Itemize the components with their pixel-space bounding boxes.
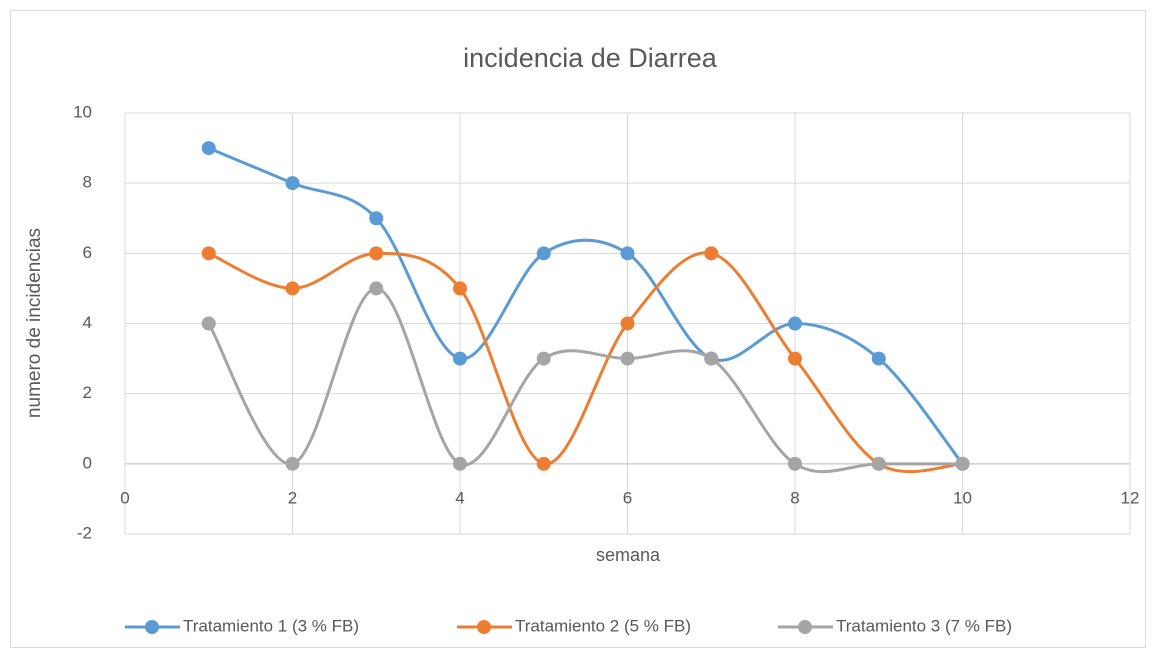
chart-border xyxy=(10,10,1146,648)
y-tick-label: 8 xyxy=(83,173,92,192)
point xyxy=(788,316,802,331)
legend-label: Tratamiento 2 (5 % FB) xyxy=(515,616,691,635)
point xyxy=(871,456,886,471)
x-tick-label: 6 xyxy=(623,488,632,507)
y-tick-label: 2 xyxy=(83,383,92,402)
point xyxy=(704,246,719,261)
y-tick-label: 4 xyxy=(83,313,92,332)
point xyxy=(201,141,216,156)
point xyxy=(788,456,802,471)
chart-title: incidencia de Diarrea xyxy=(463,43,718,73)
point xyxy=(620,246,635,261)
legend-marker xyxy=(145,620,159,634)
legend-label: Tratamiento 1 (3 % FB) xyxy=(183,616,359,635)
point xyxy=(536,246,551,261)
legend-label: Tratamiento 3 (7 % FB) xyxy=(836,616,1012,635)
x-tick-label: 12 xyxy=(1121,488,1140,507)
point xyxy=(536,456,551,471)
legend-marker xyxy=(798,620,812,634)
x-tick-label: 0 xyxy=(120,488,129,507)
point xyxy=(955,456,970,471)
point xyxy=(369,246,384,261)
point xyxy=(620,316,635,331)
point xyxy=(704,351,719,366)
legend-marker xyxy=(477,620,491,634)
point xyxy=(201,316,216,331)
point xyxy=(285,176,300,191)
x-tick-label: 4 xyxy=(455,488,464,507)
y-axis-label: numero de incidencias xyxy=(24,228,45,418)
point xyxy=(201,246,216,261)
point xyxy=(453,456,467,471)
point xyxy=(285,281,300,296)
series-line xyxy=(207,286,963,474)
x-axis-label: semana xyxy=(596,545,661,565)
x-tick-label: 8 xyxy=(790,488,799,507)
point xyxy=(620,351,635,366)
y-tick-label: 10 xyxy=(73,102,92,121)
y-tick-label: 0 xyxy=(83,453,92,472)
series-line xyxy=(208,146,964,465)
x-tick-label: 2 xyxy=(288,488,297,507)
point xyxy=(453,351,467,366)
series-line xyxy=(208,251,963,474)
point xyxy=(369,211,384,226)
x-tick-label: 10 xyxy=(953,488,972,507)
point xyxy=(536,351,551,366)
point xyxy=(369,281,384,296)
y-tick-label: 6 xyxy=(83,243,92,262)
point xyxy=(871,351,886,366)
point xyxy=(285,456,300,471)
point xyxy=(453,281,467,296)
point xyxy=(788,351,802,366)
y-tick-label: -2 xyxy=(77,523,92,542)
